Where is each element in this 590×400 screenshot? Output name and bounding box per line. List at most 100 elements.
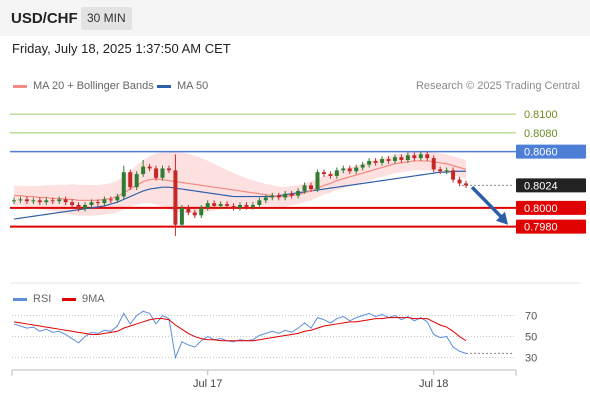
candle-body [360,164,365,168]
bollinger-band [14,151,466,216]
candle-body [166,168,171,171]
ma50-swatch [157,84,171,88]
candle-body [12,200,16,202]
candle-body [160,168,165,178]
candle-body [70,202,75,205]
candle-body [250,205,255,207]
candle-body [412,155,417,159]
legend-ma9: 9MA [62,293,105,305]
candle-body [212,203,217,206]
candle-body [18,199,23,201]
candle-body [121,172,126,197]
candle-body [218,204,223,206]
candle-body [309,185,314,190]
candle-body [283,193,288,198]
copyright: Research © 2025 Trading Central [415,80,580,92]
legend-ma20: MA 20 + Bollinger Bands [13,80,154,92]
rsi-tick-70: 70 [525,311,537,323]
candle-body [302,185,307,191]
candle-body [392,157,397,161]
candle-body [192,212,197,216]
candle-body [50,200,55,202]
candle-body [321,172,326,175]
rsi-line [13,310,467,360]
candle-body [425,154,430,159]
level-box-0.8024 [516,178,586,193]
legend-ma50: MA 50 [157,80,208,92]
candle-body [179,207,184,225]
candle-body [134,174,139,188]
level-box-0.8060 [516,144,586,159]
candle-body [76,205,81,209]
legend-rsi-label: RSI [33,293,52,305]
pair-title: USD/CHF [11,10,78,27]
ma9-swatch [62,297,76,301]
candle-body [24,199,29,202]
candle-body [173,170,178,225]
candle-body [276,195,281,198]
candle-body [451,170,456,180]
candle-body [399,157,404,160]
candle-body [444,170,449,172]
candle-body [341,168,346,171]
level-label-0.8080: 0.8080 [524,128,558,140]
candle-body [457,179,462,184]
level-label-0.8060: 0.8060 [524,147,558,159]
candle-body [102,199,107,204]
candle-body [147,166,152,169]
ma50-line [13,170,466,220]
legend-ma20-label: MA 20 + Bollinger Bands [33,80,154,92]
candle-body [328,174,333,176]
candle-body [257,200,262,205]
candle-body [231,205,236,208]
timestamp: Friday, July 18, 2025 1:37:50 AM CET [12,41,231,56]
rsi-tick-50: 50 [525,332,537,344]
candle-body [225,204,230,206]
candle-body [296,190,301,196]
candle-body [380,159,385,163]
level-box-0.8000 [516,200,586,215]
candle-body [83,205,88,209]
rsi-swatch [13,297,27,301]
candle-body [44,200,49,203]
candle-body [63,199,68,203]
candle-body [270,195,275,198]
level-label-0.7980: 0.7980 [524,222,558,234]
candle-body [289,193,294,196]
candle-body [464,183,468,186]
candle-body [244,205,249,207]
candle-body [115,196,120,201]
candle-body [205,203,210,208]
forecast-arrow-head [496,211,508,225]
candle-body [373,160,378,163]
candle-body [37,200,42,203]
candle-body [199,207,204,216]
candle-body [154,168,159,178]
legend-ma9-label: 9MA [82,293,105,305]
candle-body [57,199,62,202]
candle-body [334,170,339,176]
x-tick-label-0: Jul 17 [193,378,222,390]
ma9-line [13,317,467,342]
forecast-arrow-shaft [470,185,505,220]
candle-body [354,167,359,172]
rsi-tick-30: 30 [525,353,537,365]
ma20-line [14,160,467,201]
timeframe-button[interactable]: 30 MIN [81,7,132,30]
legend-rsi: RSI [13,293,51,305]
level-label-0.8000: 0.8000 [524,203,558,215]
candle-body [89,202,94,205]
candle-body [238,205,242,208]
candle-body [418,154,423,159]
candle-body [95,202,100,204]
candle-body [438,169,443,172]
candle-body [108,199,113,201]
legend-ma50-label: MA 50 [177,80,209,92]
x-tick-label-1: Jul 18 [419,378,448,390]
header-bar: USD/CHF 30 MIN [0,0,590,36]
candle-body [128,172,133,188]
candle-body [315,172,320,190]
level-box-0.7980 [516,219,586,234]
